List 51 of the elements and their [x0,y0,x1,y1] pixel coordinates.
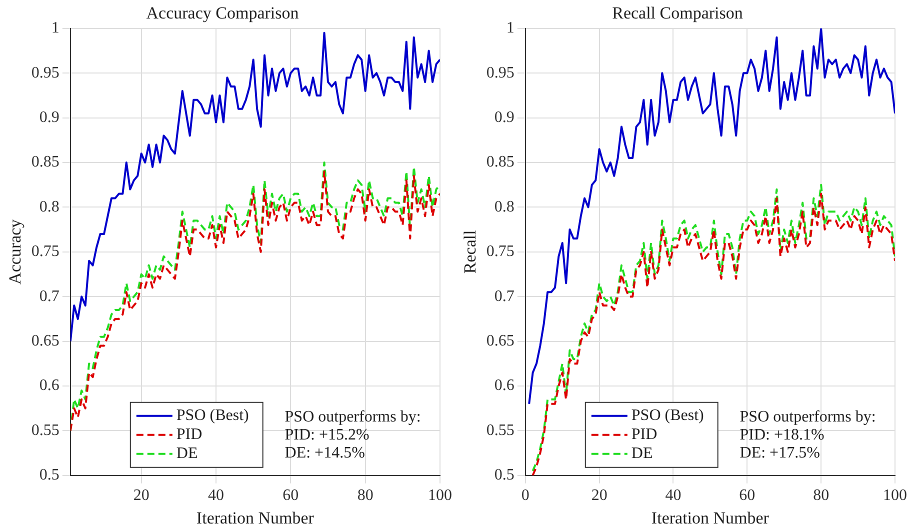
x-tick-label: 40 [208,487,224,504]
x-tick-label: 20 [591,487,608,504]
annotation: PID: +15.2% [284,426,370,444]
y-tick-label: 0.95 [486,64,514,82]
x-tick-label: 80 [813,487,830,504]
legend-label: PSO (Best) [631,407,704,424]
x-axis-title: Iteration Number [651,508,770,528]
y-tick-label: 0.65 [31,332,60,350]
y-tick-label: 0.9 [39,109,60,126]
y-tick-label: 0.6 [494,377,514,394]
x-tick-label: 20 [133,487,150,504]
y-tick-label: 0.7 [39,288,60,305]
x-axis-title: Iteration Number [196,508,314,528]
y-tick-label: 0.95 [31,64,60,82]
x-tick-label: 60 [282,487,299,504]
annotation: PSO outperforms by: [740,408,876,426]
y-tick-label: 0.65 [486,332,514,350]
y-tick-label: 1 [506,20,514,37]
legend-label: DE [631,445,653,462]
x-tick-label: 100 [883,487,907,504]
y-tick-label: 0.75 [31,243,60,260]
chart-title: Recall Comparison [612,4,744,23]
y-tick-label: 0.55 [486,422,514,439]
y-tick-label: 0.85 [486,154,514,171]
legend-label: PID [631,426,658,444]
y-tick-label: 0.85 [31,154,60,171]
legend-label: DE [176,445,198,462]
y-tick-label: 0.6 [39,377,60,394]
y-tick-label: 0.75 [486,243,514,260]
annotation: DE: +14.5% [284,444,365,462]
y-tick-label: 0.8 [39,198,60,216]
y-tick-label: 0.7 [494,288,514,305]
x-tick-label: 80 [357,487,374,504]
y-axis-title: Accuracy [6,218,25,284]
y-tick-label: 0.5 [39,466,60,484]
y-tick-label: 0.5 [494,466,514,484]
y-tick-label: 0.8 [494,198,514,216]
x-tick-label: 100 [428,487,452,504]
y-tick-label: 0.55 [31,422,60,439]
y-tick-label: 1 [51,20,60,37]
legend-label: PID [176,426,202,444]
chart-title: Accuracy Comparison [146,4,300,23]
annotation: PSO outperforms by: [284,408,421,426]
annotation: DE: +17.5% [740,444,820,462]
x-tick-label: 60 [739,487,756,504]
y-tick-label: 0.9 [494,109,514,126]
x-tick-label: 0 [521,487,530,504]
annotation: PID: +18.1% [740,426,824,444]
legend-label: PSO (Best) [176,407,249,424]
y-axis-title: Recall [460,230,480,274]
x-tick-label: 40 [665,487,682,504]
